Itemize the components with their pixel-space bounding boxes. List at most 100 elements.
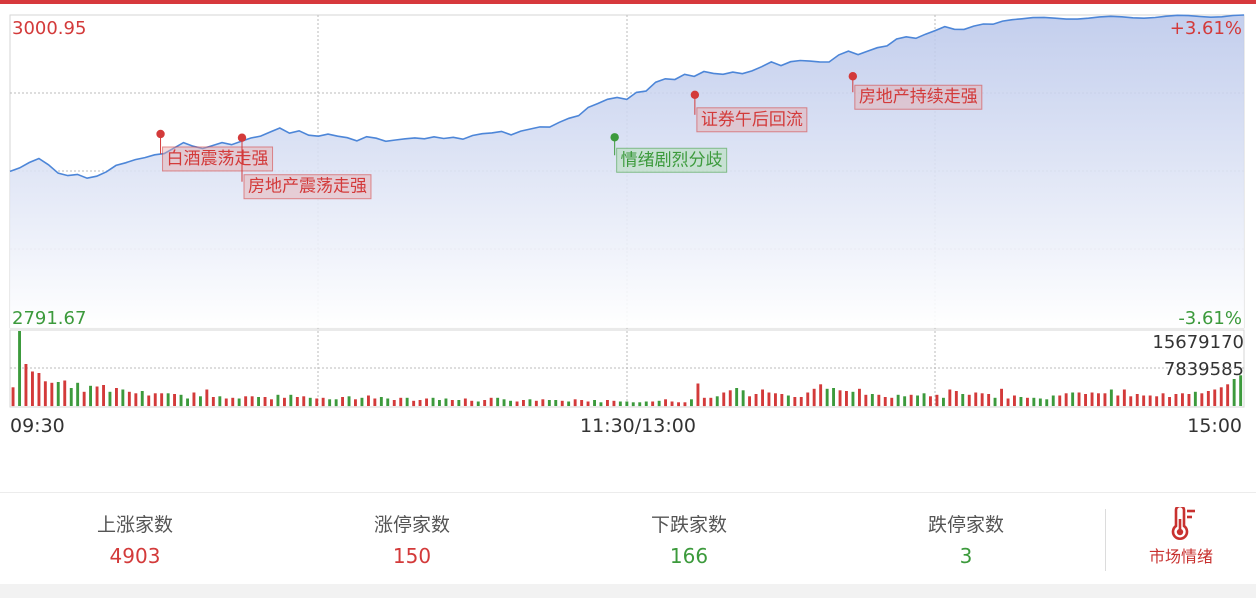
volume-bar — [160, 393, 164, 407]
volume-bar — [367, 395, 370, 406]
volume-bar — [108, 391, 112, 407]
volume-bar — [877, 394, 881, 407]
volume-bar — [18, 331, 21, 406]
volume-bar — [961, 394, 965, 406]
volume-bar — [321, 397, 325, 407]
volume-bar — [664, 399, 667, 407]
stat-limit-down-count[interactable]: 跌停家数 3 — [841, 493, 1091, 568]
stat-limit-up-count[interactable]: 涨停家数 150 — [287, 493, 537, 568]
volume-bar — [50, 382, 54, 407]
volume-bar — [580, 400, 584, 406]
volume-bar — [186, 398, 189, 406]
volume-bar — [295, 397, 299, 406]
x-tick-midday: 11:30/13:00 — [580, 415, 696, 437]
volume-bar — [1232, 379, 1236, 406]
volume-bar — [1122, 389, 1126, 406]
volume-bar — [612, 400, 616, 407]
volume-bar — [1032, 397, 1036, 407]
annotation-label: 情绪剧烈分歧 — [621, 150, 723, 170]
volume-bar — [334, 399, 338, 407]
volume-bar — [263, 397, 267, 406]
volume-bar — [935, 394, 939, 407]
volume-bar — [774, 393, 777, 407]
volume-bar — [11, 387, 15, 407]
volume-bar — [1064, 393, 1068, 407]
volume-bar — [586, 401, 590, 406]
stat-rise-count[interactable]: 上涨家数 4903 — [10, 493, 260, 568]
volume-bar — [147, 395, 151, 406]
annotation-dot — [848, 72, 858, 81]
volume-bar — [483, 400, 487, 406]
volume-bar — [1142, 395, 1146, 406]
volume-bar — [140, 391, 144, 406]
volume-bar — [315, 398, 319, 406]
volume-bar — [1129, 396, 1133, 407]
volume-bar — [276, 394, 280, 407]
volume-bar — [709, 397, 713, 407]
volume-bar — [1155, 396, 1159, 407]
volume-bar — [211, 397, 215, 406]
volume-bar — [819, 384, 823, 407]
top-accent-bar — [0, 0, 1256, 4]
volume-bar — [399, 397, 403, 407]
volume-bar — [883, 397, 887, 406]
volume-bar — [392, 400, 396, 406]
volume-bar — [341, 397, 344, 406]
volume-bar — [593, 400, 596, 406]
volume-bar — [638, 402, 642, 407]
volume-bar — [1116, 395, 1120, 406]
volume-bar — [903, 396, 907, 407]
volume-bar — [1161, 393, 1165, 407]
volume-bar — [825, 388, 829, 407]
volume-bar — [916, 395, 919, 406]
volume-bar — [470, 400, 474, 407]
stat-label: 跌停家数 — [927, 514, 1004, 536]
volume-bar — [1000, 388, 1003, 407]
volume-bar — [199, 396, 202, 407]
volume-bar — [1239, 375, 1243, 406]
volume-bar — [644, 401, 648, 406]
stat-label: 涨停家数 — [373, 514, 450, 536]
divider — [1105, 509, 1106, 571]
volume-bar — [567, 401, 571, 406]
volume-bar — [1051, 395, 1055, 406]
market-mood-label: 市场情绪 — [1148, 547, 1213, 566]
volume-bar — [31, 371, 34, 406]
volume-bar — [192, 392, 196, 406]
volume-bar — [1200, 393, 1204, 407]
volume-bar — [231, 397, 235, 407]
volume-bar — [618, 401, 622, 406]
annotation-dot — [610, 133, 619, 142]
market-mood-button[interactable]: 市场情绪 — [1106, 493, 1256, 585]
volume-bar — [741, 390, 745, 407]
volume-bar — [1148, 395, 1152, 406]
volume-bar — [1187, 394, 1191, 406]
annotation-dot — [690, 90, 700, 99]
volume-bar — [1226, 384, 1230, 407]
volume-bar — [63, 380, 67, 406]
volume-bar — [573, 399, 577, 407]
annotation-marker: 情绪剧烈分歧 — [610, 133, 728, 173]
volume-bar — [715, 396, 719, 407]
volume-bar — [1174, 394, 1178, 406]
volume-bar — [799, 397, 803, 406]
thermometer-icon — [1171, 507, 1195, 540]
volume-bar — [115, 388, 118, 406]
stat-fall-count[interactable]: 下跌家数 166 — [564, 493, 814, 568]
volume-bar — [218, 396, 222, 407]
volume-bar — [1135, 394, 1139, 406]
volume-bar — [444, 398, 448, 406]
annotation-box — [696, 107, 808, 133]
stat-value: 3 — [959, 544, 973, 568]
volume-bar — [95, 386, 99, 406]
volume-bar — [696, 383, 700, 406]
volume-bar — [793, 397, 797, 406]
annotation-label: 白酒震荡走强 — [167, 149, 269, 169]
volume-bar — [1058, 395, 1062, 406]
volume-bar — [373, 398, 377, 406]
vol-max-label: 15679170 — [1152, 332, 1244, 353]
volume-bar — [786, 395, 790, 406]
volume-bar — [954, 391, 958, 406]
volume-bar — [450, 400, 454, 406]
